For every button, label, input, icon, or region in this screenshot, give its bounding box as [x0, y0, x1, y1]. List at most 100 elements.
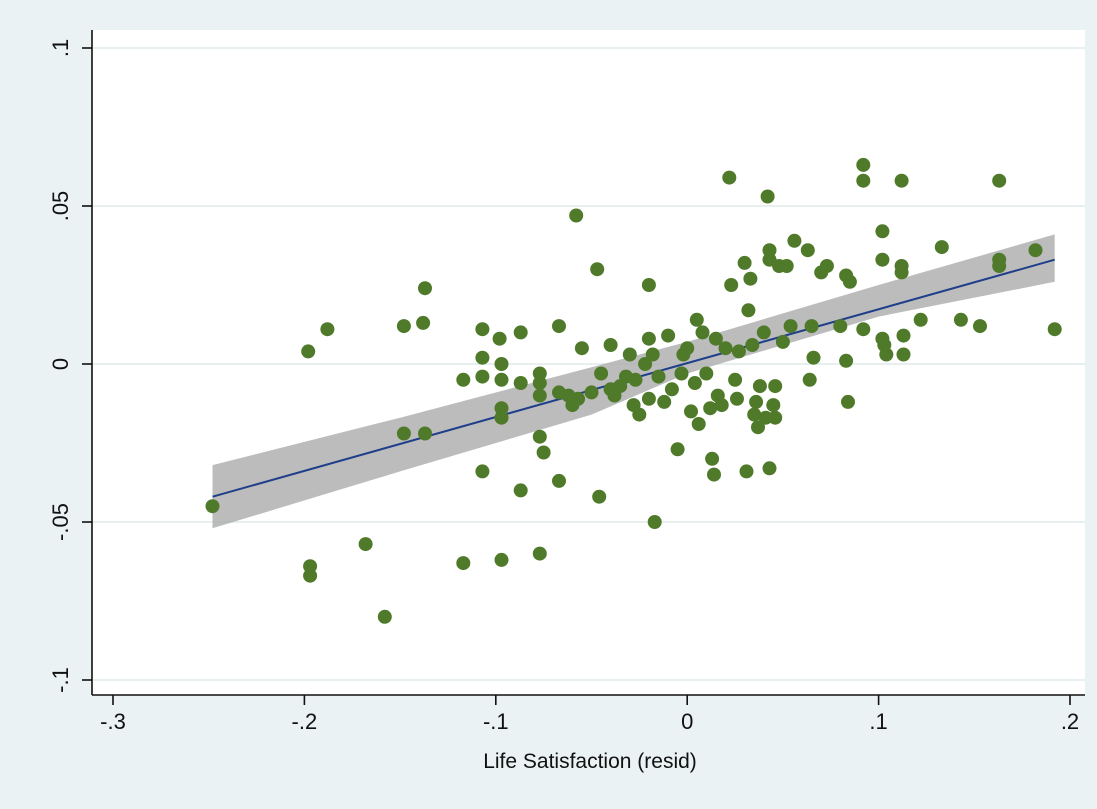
- grid-layer: [92, 47, 1085, 681]
- data-point: [819, 259, 834, 273]
- data-point: [833, 319, 848, 334]
- points-layer: [205, 157, 1062, 624]
- x-tick-label: .1: [869, 709, 887, 734]
- data-point: [532, 388, 547, 403]
- data-point: [456, 372, 471, 387]
- axes-layer: -.3 -.2 -.1 0 .1 .2 -.1 -.05 0 .05 .1: [48, 30, 1085, 734]
- data-point: [584, 385, 599, 400]
- data-point: [934, 240, 949, 255]
- data-point: [574, 341, 589, 356]
- data-point: [661, 328, 676, 343]
- data-point: [806, 350, 821, 365]
- data-point: [856, 173, 871, 188]
- data-point: [745, 338, 760, 352]
- data-point: [396, 426, 411, 441]
- data-point: [536, 445, 551, 460]
- data-point: [664, 382, 679, 397]
- data-point: [839, 353, 854, 368]
- data-point: [552, 473, 566, 488]
- data-point: [684, 404, 698, 419]
- data-point: [358, 537, 373, 552]
- data-point: [728, 372, 743, 387]
- data-point: [494, 410, 509, 425]
- data-point: [856, 157, 871, 172]
- data-point: [875, 252, 890, 267]
- data-point: [779, 259, 794, 273]
- data-point: [1047, 322, 1062, 337]
- data-point: [699, 366, 714, 381]
- data-point: [752, 379, 767, 394]
- data-point: [691, 417, 706, 431]
- data-point: [670, 442, 685, 457]
- data-point: [751, 420, 765, 435]
- data-point: [714, 398, 729, 413]
- data-point: [739, 464, 754, 479]
- data-point: [418, 281, 432, 296]
- data-point: [689, 312, 704, 327]
- data-point: [695, 325, 710, 340]
- data-point: [628, 372, 643, 387]
- data-point: [594, 366, 609, 381]
- data-point: [760, 189, 775, 204]
- data-point: [804, 319, 819, 334]
- data-point: [492, 331, 507, 346]
- data-point: [896, 347, 911, 362]
- data-point: [552, 319, 566, 334]
- data-point: [730, 391, 744, 406]
- data-point: [494, 552, 509, 567]
- data-point: [718, 341, 733, 356]
- data-point: [787, 233, 802, 248]
- data-point: [532, 429, 547, 444]
- data-point: [802, 372, 817, 387]
- data-point: [768, 410, 783, 425]
- data-point: [494, 357, 509, 371]
- data-point: [687, 376, 702, 390]
- data-point: [992, 173, 1007, 188]
- data-point: [707, 467, 721, 482]
- data-point: [592, 489, 607, 504]
- data-point: [775, 334, 790, 349]
- data-point: [674, 366, 689, 381]
- data-point: [418, 426, 432, 441]
- data-point: [842, 274, 857, 289]
- data-point: [1028, 243, 1043, 258]
- data-point: [741, 303, 756, 318]
- data-point: [645, 347, 660, 362]
- data-point: [894, 265, 909, 280]
- x-axis-label: Life Satisfaction (resid): [483, 750, 697, 773]
- data-point: [475, 464, 490, 479]
- data-point: [622, 347, 637, 362]
- data-point: [603, 338, 618, 352]
- data-point: [756, 325, 771, 340]
- data-point: [973, 319, 987, 334]
- data-point: [569, 208, 584, 223]
- data-point: [416, 315, 431, 330]
- data-point: [875, 224, 890, 239]
- data-point: [731, 344, 746, 359]
- data-point: [532, 376, 547, 390]
- data-point: [992, 259, 1007, 273]
- x-tick-label: 0: [681, 709, 693, 734]
- data-point: [590, 262, 605, 277]
- data-point: [205, 499, 220, 514]
- data-point: [800, 243, 815, 258]
- data-point: [766, 398, 781, 413]
- data-point: [747, 407, 762, 422]
- data-point: [513, 483, 528, 498]
- data-point: [513, 325, 528, 340]
- data-point: [894, 173, 909, 188]
- data-point: [722, 170, 737, 185]
- data-point: [456, 556, 471, 571]
- data-point: [743, 271, 758, 286]
- data-point: [737, 255, 752, 270]
- data-point: [475, 350, 490, 365]
- x-tick-label: -.1: [483, 709, 509, 734]
- data-point: [768, 379, 783, 394]
- data-point: [841, 394, 855, 409]
- y-tick-label: .1: [48, 39, 73, 57]
- data-point: [641, 391, 656, 406]
- y-tick-label: -.1: [48, 667, 73, 693]
- data-point: [532, 546, 547, 561]
